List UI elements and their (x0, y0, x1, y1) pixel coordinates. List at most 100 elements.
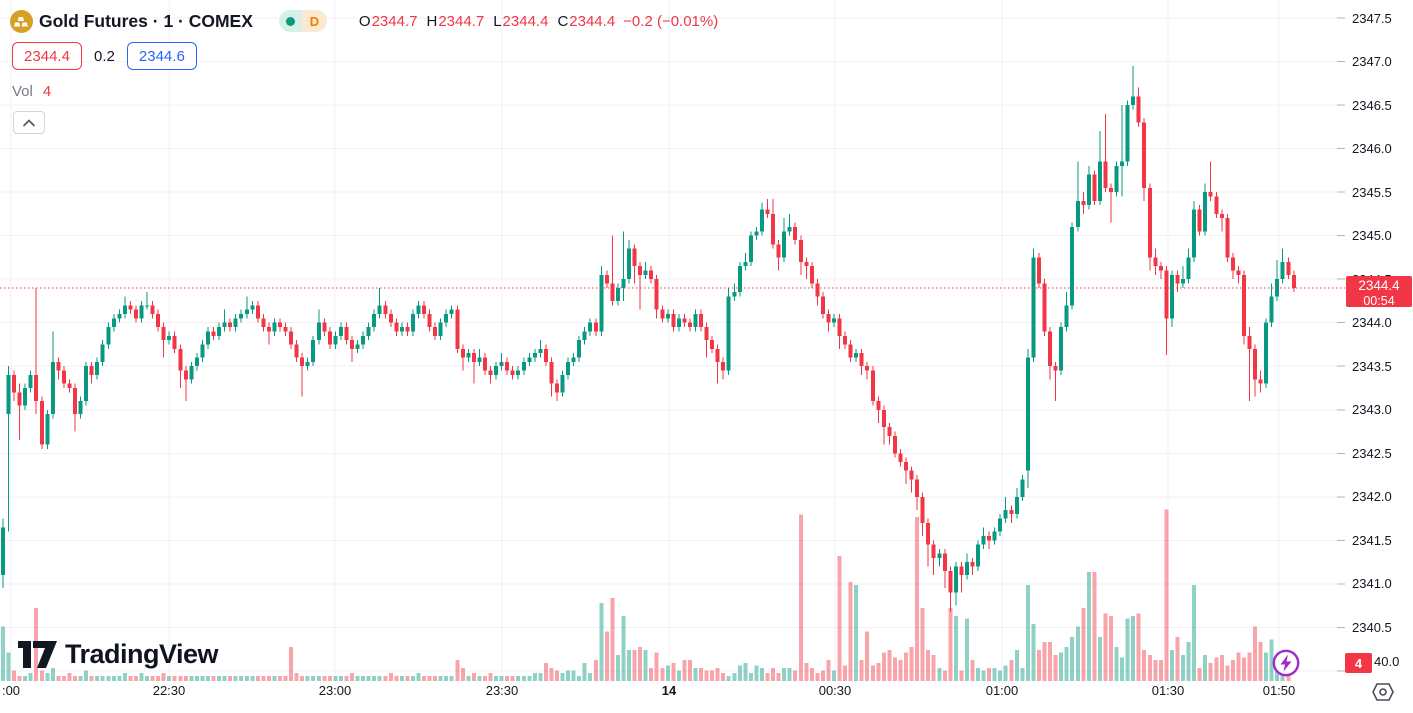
candle-body (1120, 161, 1125, 167)
price-axis-label: 2347.0 (1352, 54, 1392, 70)
candle-body (593, 322, 598, 332)
volume-bar (355, 675, 360, 681)
candle-body (1009, 509, 1014, 515)
buy-button[interactable]: 2344.6 (126, 42, 197, 70)
volume-bar (28, 673, 33, 681)
time-axis-label: :00 (1, 683, 21, 698)
volume-bar (621, 616, 626, 681)
volume-bar (665, 665, 670, 681)
volume-bar (228, 675, 233, 681)
candle-body (150, 305, 155, 315)
candle-body (832, 318, 836, 323)
candle-body (1219, 213, 1224, 219)
candle-body (111, 318, 116, 328)
candle-body (915, 479, 920, 497)
volume-bar (804, 662, 809, 681)
volume-bar (438, 675, 443, 681)
candle-body (859, 353, 864, 367)
candle-body (1114, 166, 1119, 193)
volume-bar (78, 675, 83, 681)
volume-bar (1269, 639, 1274, 681)
volume-bar (6, 652, 11, 681)
candle-body (693, 314, 698, 328)
volume-indicator-row: Vol 4 (12, 83, 51, 100)
volume-bar (793, 670, 798, 681)
candle-body (748, 235, 753, 262)
tradingview-logo-text: TradingView (65, 639, 219, 669)
candle-body (987, 536, 992, 541)
candle-body (815, 283, 820, 297)
volume-bar (516, 675, 521, 681)
candle-body (865, 366, 870, 371)
volume-bar (771, 668, 776, 681)
volume-bar (482, 675, 487, 681)
tradingview-logo-mark (18, 641, 57, 668)
volume-bar (1241, 657, 1246, 681)
volume-bar (200, 675, 205, 681)
eye-settings-icon[interactable] (1370, 682, 1396, 702)
volume-bar (687, 660, 692, 681)
volume-bar (1009, 660, 1014, 681)
candle-body (1014, 496, 1019, 515)
candle-body (1048, 331, 1053, 367)
candle-body (211, 331, 216, 336)
volume-bar (693, 668, 698, 681)
candle-body (1153, 257, 1158, 267)
candle-body (1175, 274, 1180, 284)
candle-body (1258, 379, 1263, 384)
open-label: O (358, 12, 371, 30)
candle-body (549, 361, 554, 384)
candle-body (67, 383, 72, 389)
volume-bar (50, 668, 55, 681)
volume-bar (815, 673, 820, 681)
volume-bar (1097, 636, 1102, 681)
candle-body (776, 244, 781, 258)
candle-body (56, 361, 61, 371)
collapse-toolbar-button[interactable] (13, 111, 45, 134)
candle-body (599, 274, 604, 332)
volume-bar (1003, 665, 1008, 681)
symbol-title[interactable]: Gold Futures · 1 · COMEX (39, 10, 253, 31)
volume-bar (316, 675, 321, 681)
candle-body (12, 374, 17, 393)
interval-badge[interactable]: D (278, 10, 327, 32)
volume-bar (632, 649, 637, 681)
volume-bar (699, 668, 704, 681)
candle-body (521, 361, 526, 371)
candle-body (1053, 366, 1058, 371)
volume-bar (156, 675, 161, 681)
candle-body (1214, 196, 1219, 214)
candle-body (28, 374, 33, 389)
time-axis-label: 23:30 (485, 683, 519, 698)
candle-body (438, 322, 443, 336)
candle-body (687, 322, 692, 328)
candle-body (410, 314, 415, 332)
candle-body (139, 305, 144, 319)
tradingview-logo[interactable]: TradingView (18, 639, 219, 670)
candle-body (117, 314, 122, 319)
volume-bar (244, 675, 249, 681)
close-value: 2344.4 (569, 12, 616, 30)
volume-bar (1075, 626, 1080, 681)
candle-body (732, 292, 737, 297)
candle-body (759, 209, 764, 232)
candle-body (156, 314, 161, 328)
candle-body (1208, 192, 1213, 197)
streaming-status (278, 10, 302, 32)
volume-bar (1125, 618, 1130, 681)
volume-bar (599, 603, 604, 681)
candle-body (754, 231, 759, 236)
volume-bar (333, 675, 338, 681)
volume-bar (1230, 660, 1235, 681)
lightning-mode-icon[interactable] (1271, 648, 1301, 678)
candle-body (122, 305, 127, 315)
candle-body (194, 357, 199, 367)
candle-body (604, 274, 609, 284)
candle-body (106, 327, 111, 345)
sell-button[interactable]: 2344.4 (12, 42, 82, 70)
volume-bar (1208, 662, 1213, 681)
candle-body (322, 322, 327, 332)
candle-body (1042, 283, 1047, 332)
volume-bar (1103, 613, 1108, 681)
